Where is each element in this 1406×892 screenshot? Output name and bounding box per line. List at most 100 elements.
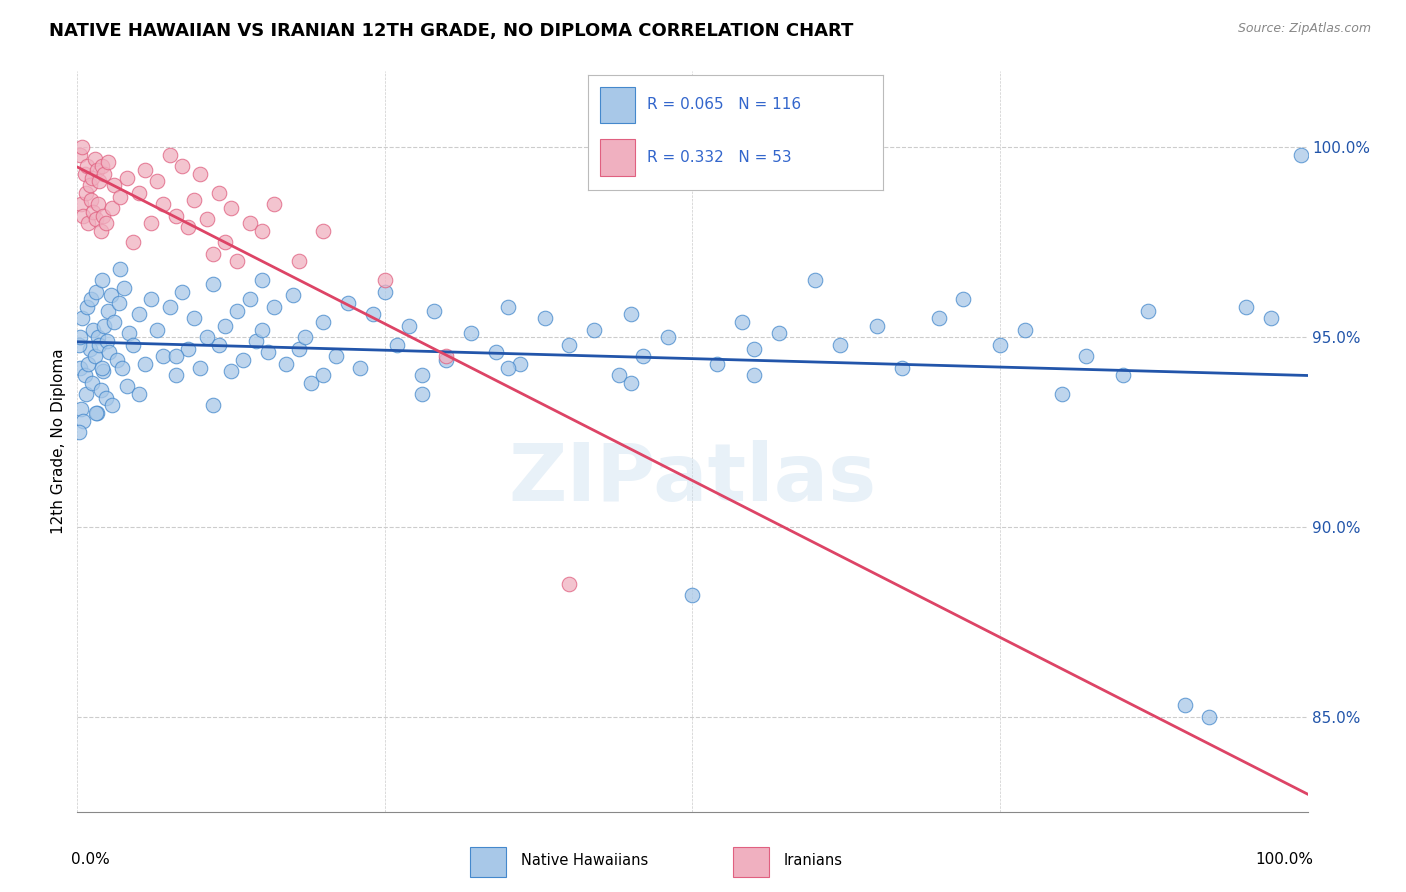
Point — [165, 209, 187, 223]
Point — [128, 186, 150, 200]
Point — [128, 307, 150, 321]
Point — [509, 357, 531, 371]
Bar — [470, 847, 506, 877]
Point — [558, 337, 581, 351]
Point — [82, 376, 104, 390]
Point — [105, 352, 128, 367]
Point — [159, 148, 181, 162]
Point — [69, 330, 91, 344]
Point — [411, 368, 433, 383]
Point — [101, 201, 124, 215]
Point — [93, 167, 115, 181]
Point — [245, 334, 267, 348]
Point — [103, 178, 125, 193]
Point — [82, 204, 104, 219]
Point — [1174, 698, 1197, 713]
Point — [201, 246, 224, 260]
Point — [349, 360, 371, 375]
Text: Source: ZipAtlas.com: Source: ZipAtlas.com — [1237, 22, 1371, 36]
Text: 0.0%: 0.0% — [72, 853, 110, 867]
Point — [276, 357, 298, 371]
Point — [607, 368, 630, 383]
Point — [96, 334, 118, 348]
Point — [134, 357, 156, 371]
Point — [69, 148, 91, 162]
Point — [232, 352, 254, 367]
Point — [82, 170, 104, 185]
Point — [188, 167, 212, 181]
Point — [742, 342, 765, 356]
Point — [312, 315, 335, 329]
Point — [436, 352, 458, 367]
Point — [170, 159, 193, 173]
Point — [77, 216, 100, 230]
Point — [288, 342, 311, 356]
Point — [91, 364, 114, 378]
Text: Native Hawaiians: Native Hawaiians — [520, 854, 648, 868]
Point — [110, 261, 132, 276]
Point — [398, 318, 420, 333]
Point — [239, 292, 262, 306]
Point — [485, 345, 508, 359]
Point — [928, 311, 950, 326]
Point — [201, 399, 224, 413]
Point — [83, 349, 105, 363]
Point — [706, 357, 728, 371]
Point — [90, 273, 114, 287]
Point — [146, 174, 169, 188]
Point — [1050, 387, 1073, 401]
Point — [208, 337, 231, 351]
Point — [73, 368, 96, 383]
Point — [152, 197, 174, 211]
Point — [1136, 303, 1159, 318]
Point — [1076, 349, 1098, 363]
Point — [281, 288, 304, 302]
Point — [768, 326, 790, 341]
Point — [170, 285, 193, 299]
Point — [83, 152, 105, 166]
Point — [250, 322, 273, 336]
Point — [70, 311, 93, 326]
Point — [214, 235, 236, 250]
Point — [89, 174, 111, 188]
Point — [73, 167, 96, 181]
Point — [80, 292, 103, 306]
Point — [103, 315, 125, 329]
Text: R = 0.065   N = 116: R = 0.065 N = 116 — [647, 97, 801, 112]
Point — [101, 399, 124, 413]
Point — [110, 189, 132, 203]
Point — [411, 387, 433, 401]
Point — [108, 296, 131, 310]
Point — [496, 360, 519, 375]
Point — [141, 216, 163, 230]
Point — [76, 159, 98, 173]
Point — [87, 197, 110, 211]
Text: R = 0.332   N = 53: R = 0.332 N = 53 — [647, 150, 792, 165]
Point — [299, 376, 322, 390]
Point — [731, 315, 754, 329]
Point — [97, 303, 120, 318]
Point — [79, 178, 101, 193]
Point — [177, 342, 200, 356]
Point — [115, 170, 138, 185]
Point — [361, 307, 384, 321]
Point — [97, 155, 120, 169]
Point — [118, 326, 141, 341]
Point — [128, 387, 150, 401]
Point — [294, 330, 316, 344]
Point — [87, 330, 110, 344]
Point — [79, 342, 101, 356]
Point — [72, 209, 94, 223]
Point — [263, 300, 285, 314]
Point — [657, 330, 679, 344]
Y-axis label: 12th Grade, No Diploma: 12th Grade, No Diploma — [51, 349, 66, 534]
Point — [183, 311, 205, 326]
Point — [1260, 311, 1282, 326]
Point — [385, 337, 409, 351]
Point — [90, 360, 114, 375]
Point — [374, 285, 396, 299]
Point — [1014, 322, 1036, 336]
Point — [1198, 710, 1220, 724]
Point — [89, 337, 111, 351]
Point — [165, 368, 187, 383]
